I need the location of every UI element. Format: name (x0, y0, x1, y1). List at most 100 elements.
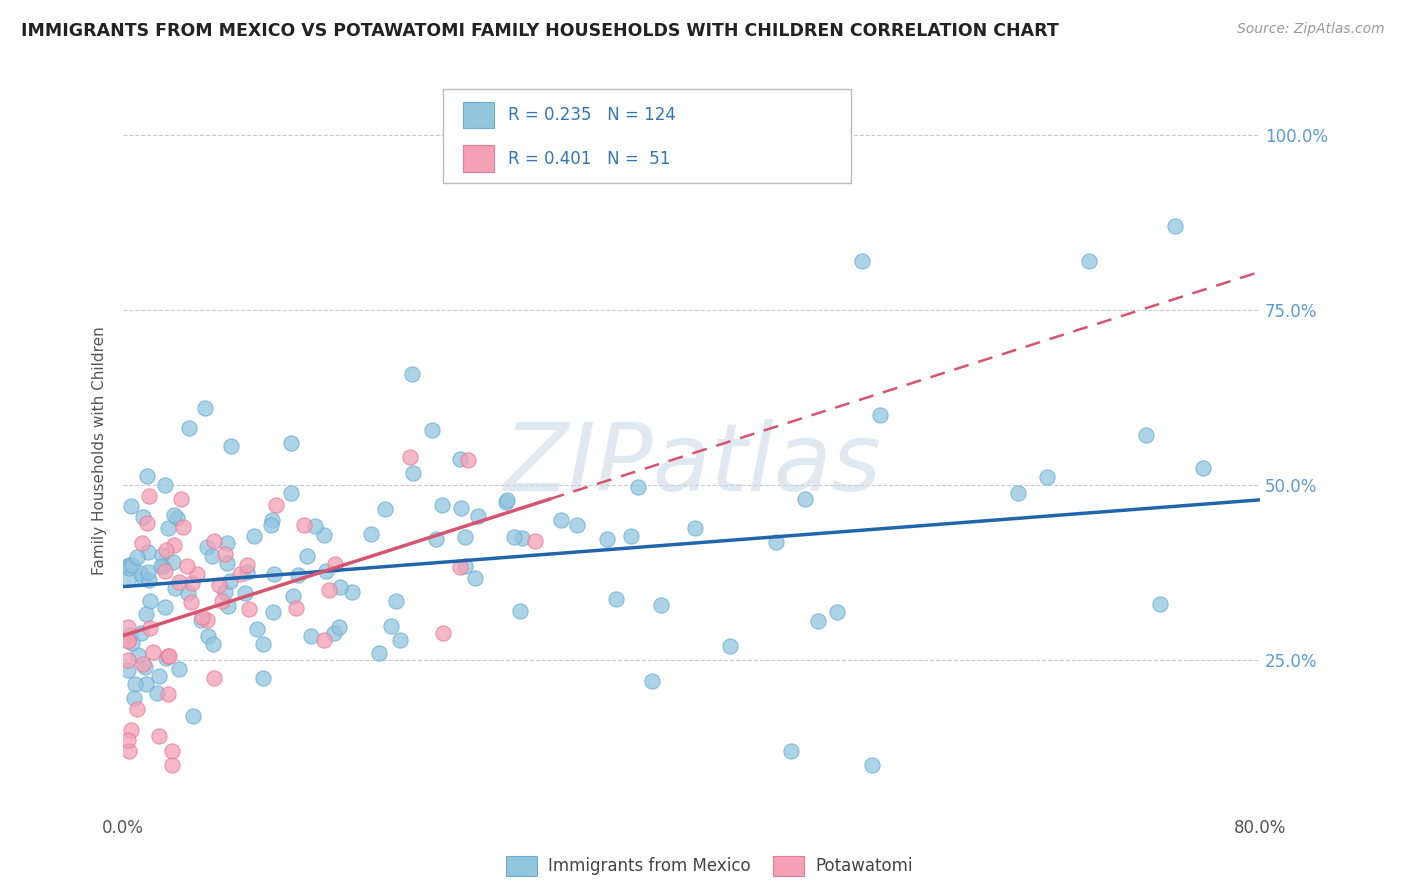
Point (202, 671, 225, 685)
Point (329, 580, 352, 594)
Point (457, 453, 479, 467)
Point (280, 436, 302, 450)
Text: Immigrants from Mexico: Immigrants from Mexico (548, 857, 751, 875)
Point (794, 491, 817, 506)
Point (432, 626, 454, 640)
Point (685, 521, 707, 535)
Point (243, 528, 266, 542)
Point (155, 564, 177, 578)
Point (851, 253, 873, 268)
Point (284, 600, 307, 615)
Point (129, 566, 152, 580)
Point (1192, 461, 1215, 475)
Point (565, 518, 588, 533)
Point (1078, 254, 1101, 268)
Point (399, 450, 422, 464)
Point (650, 598, 672, 612)
Point (156, 648, 179, 663)
Point (252, 671, 274, 685)
Point (425, 532, 447, 546)
Text: R = 0.235   N = 124: R = 0.235 N = 124 (508, 106, 675, 124)
Point (340, 585, 363, 599)
Point (430, 499, 453, 513)
Point (117, 620, 139, 634)
Point (215, 535, 238, 549)
Point (176, 586, 198, 600)
Point (495, 495, 517, 509)
Point (138, 574, 160, 588)
Point (139, 594, 162, 608)
Point (121, 558, 143, 573)
Point (163, 508, 186, 523)
Point (1035, 470, 1057, 484)
Point (155, 650, 177, 665)
Point (197, 629, 219, 643)
Point (155, 543, 177, 558)
Point (170, 491, 193, 506)
Point (167, 662, 190, 676)
Point (420, 423, 443, 437)
Point (315, 564, 337, 578)
Point (620, 529, 643, 543)
Point (149, 559, 172, 574)
Point (454, 531, 477, 545)
Point (449, 560, 471, 574)
Point (402, 466, 425, 480)
Point (860, 758, 883, 772)
Point (262, 605, 284, 619)
Point (181, 576, 204, 591)
Point (117, 634, 139, 648)
Point (464, 571, 486, 585)
Point (167, 574, 190, 589)
Point (510, 531, 533, 545)
Point (236, 566, 259, 580)
Point (190, 609, 212, 624)
Point (122, 691, 145, 706)
Point (117, 733, 139, 747)
Point (233, 586, 256, 600)
Point (1149, 597, 1171, 611)
Point (162, 555, 184, 569)
Point (153, 478, 176, 492)
Point (328, 620, 350, 634)
Point (117, 558, 139, 573)
Point (195, 613, 218, 627)
Point (157, 649, 180, 664)
Point (157, 521, 180, 535)
Point (596, 532, 619, 546)
Point (186, 566, 208, 581)
Point (118, 744, 141, 758)
Point (467, 508, 489, 523)
Point (129, 625, 152, 640)
Point (201, 549, 224, 563)
Point (208, 578, 231, 592)
Point (524, 534, 547, 549)
Point (627, 480, 650, 494)
Point (264, 499, 287, 513)
Point (148, 729, 170, 743)
Point (127, 549, 149, 564)
Point (449, 452, 471, 467)
Point (550, 513, 572, 527)
Point (117, 663, 139, 677)
Point (118, 558, 141, 573)
Point (135, 469, 157, 483)
Point (180, 595, 202, 609)
Point (152, 549, 174, 563)
Point (202, 637, 225, 651)
Point (142, 645, 165, 659)
Point (190, 613, 212, 627)
Point (380, 619, 402, 633)
Point (780, 744, 803, 758)
Point (1135, 427, 1157, 442)
Point (163, 538, 186, 552)
Point (641, 674, 664, 689)
Point (454, 558, 477, 573)
Point (120, 723, 142, 737)
Point (281, 589, 304, 603)
Point (135, 677, 157, 691)
Text: Potawatomi: Potawatomi (815, 857, 912, 875)
Point (235, 558, 257, 573)
Point (825, 605, 848, 619)
Point (117, 561, 139, 575)
